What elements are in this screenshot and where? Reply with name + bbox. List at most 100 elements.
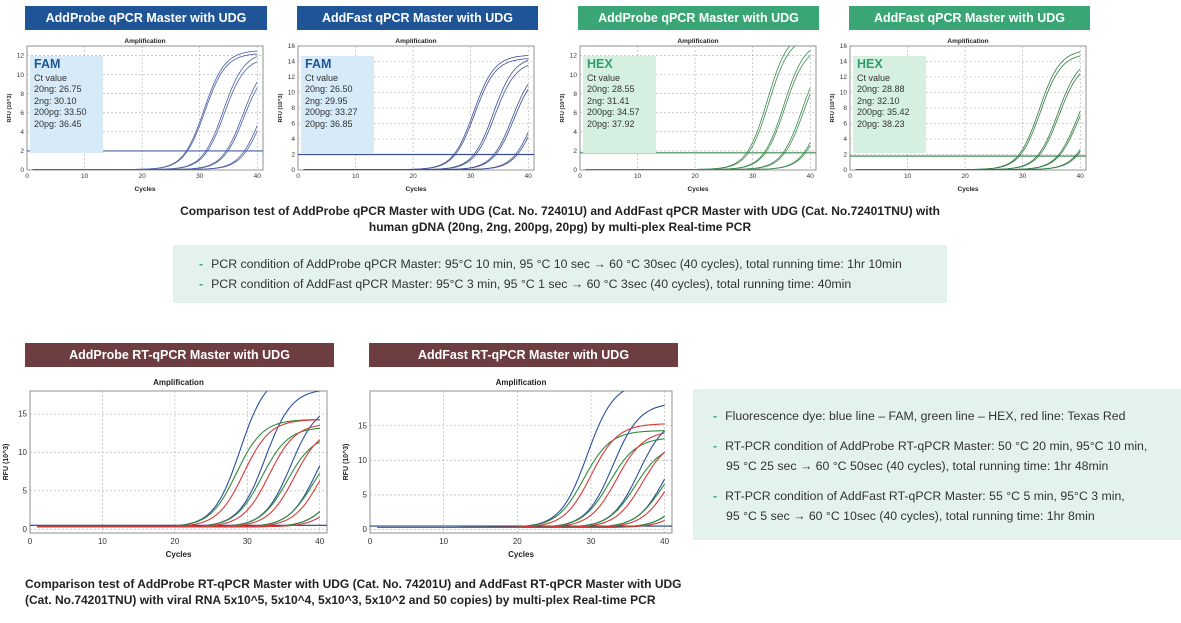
info-text: RT-PCR condition of AddFast RT-qPCR Mast… (725, 489, 1125, 503)
chart-addfast-rt: 0 10 20 30 40 0 5 10 15 Amplification Cycles RFU (1… (340, 371, 680, 571)
y-tick-label: 6 (291, 121, 295, 128)
y-tick-label: 16 (288, 43, 296, 50)
amplification-curve (303, 136, 529, 170)
top-caption: Comparison test of AddProbe qPCR Master … (100, 203, 1020, 235)
condition-item: - PCR condition of AddFast qPCR Master: 9… (199, 277, 851, 291)
x-tick-label: 30 (196, 173, 204, 180)
bullet: - (199, 257, 204, 271)
info-text: RT-PCR condition of AddProbe RT-qPCR Mas… (725, 439, 1148, 453)
x-axis-label: Cycles (135, 186, 156, 193)
ct-value: 20pg: 36.85 (305, 118, 353, 129)
chart-addprobe-hex: 0 10 20 30 40 0 2 4 6 8 10 12 Amplification Cycles RFU… (558, 34, 818, 194)
series-group (370, 391, 672, 529)
y-tick-label: 8 (291, 105, 295, 112)
y-tick-label: 0 (363, 525, 368, 534)
x-tick-label: 40 (525, 173, 533, 180)
plot-area (29, 390, 328, 534)
y-tick-label: 8 (843, 105, 847, 112)
ct-value: 2ng: 31.41 (587, 95, 630, 106)
amplification-curve (585, 145, 811, 170)
chart-title: Amplification (677, 38, 718, 45)
ct-value: 2ng: 29.95 (305, 95, 348, 106)
x-tick-label: 40 (660, 537, 669, 546)
y-tick-label: 16 (840, 43, 848, 50)
header-addfast-rt-qpcr: AddFast RT-qPCR Master with UDG (369, 343, 678, 367)
chart-title: Amplification (496, 378, 547, 387)
x-tick-label: 10 (634, 173, 642, 180)
y-tick-label: 2 (843, 152, 847, 159)
bottom-caption-line: Comparison test of AddProbe RT-qPCR Mast… (25, 577, 682, 591)
chart-title: Amplification (124, 38, 165, 45)
x-tick-label: 0 (368, 537, 373, 546)
ct-title: Ct value (587, 72, 621, 83)
ct-value: 20pg: 38.23 (857, 118, 905, 129)
y-tick-label: 8 (573, 91, 577, 98)
x-tick-label: 40 (807, 173, 815, 180)
info-item: - RT-PCR condition of AddFast RT-qPCR Mas… (713, 489, 1125, 503)
x-tick-label: 10 (98, 537, 107, 546)
y-axis-label: RFU (10^3) (7, 93, 13, 122)
x-axis-label: Cycles (958, 186, 979, 193)
x-tick-label: 20 (513, 537, 522, 546)
x-axis-label: Cycles (166, 550, 192, 559)
y-tick-label: 10 (570, 72, 578, 79)
ct-title: Ct value (857, 72, 891, 83)
header-addfast-qpcr-hex: AddFast qPCR Master with UDG (849, 6, 1090, 30)
y-tick-label: 15 (18, 410, 27, 419)
bullet: - (713, 409, 718, 423)
y-tick-label: 0 (20, 167, 24, 174)
y-tick-label: 4 (843, 136, 847, 143)
ct-title: Ct value (305, 72, 339, 83)
ct-title: Ct value (34, 72, 68, 83)
info-item: - RT-PCR condition of AddProbe RT-qPCR Ma… (713, 439, 1147, 453)
y-tick-label: 12 (288, 74, 296, 81)
amplification-curve (855, 151, 1081, 170)
chart-title: Amplification (947, 38, 988, 45)
x-tick-label: 10 (352, 173, 360, 180)
header-addprobe-qpcr-fam: AddProbe qPCR Master with UDG (25, 6, 267, 30)
y-tick-label: 4 (573, 129, 577, 136)
ct-value: 200pg: 33.50 (34, 107, 87, 117)
x-tick-label: 10 (904, 173, 912, 180)
info-text-continued: 95 °C 25 sec → 60 °C 50sec (40 cycles), … (726, 459, 1109, 473)
y-tick-label: 6 (20, 110, 24, 117)
x-tick-label: 20 (170, 537, 179, 546)
y-tick-label: 10 (17, 72, 25, 79)
ct-value: 200pg: 35.42 (857, 107, 910, 117)
y-tick-label: 2 (573, 148, 577, 155)
bullet: - (713, 489, 718, 503)
x-tick-label: 10 (81, 173, 89, 180)
x-tick-label: 0 (25, 173, 29, 180)
chart-title: Amplification (153, 378, 204, 387)
info-text: Fluorescence dye: blue line – FAM, green… (725, 409, 1126, 423)
header-addprobe-qpcr-hex: AddProbe qPCR Master with UDG (578, 6, 819, 30)
rt-pcr-info-box: - Fluorescence dye: blue line – FAM, gree… (693, 389, 1181, 540)
x-tick-label: 30 (749, 173, 757, 180)
y-tick-label: 0 (573, 167, 577, 174)
y-tick-label: 8 (20, 91, 24, 98)
y-tick-label: 0 (291, 167, 295, 174)
header-addprobe-rt-qpcr: AddProbe RT-qPCR Master with UDG (25, 343, 334, 367)
x-tick-label: 30 (467, 173, 475, 180)
y-tick-label: 2 (20, 148, 24, 155)
y-tick-label: 5 (23, 486, 28, 495)
y-tick-label: 10 (840, 90, 848, 97)
x-axis-label: Cycles (406, 186, 427, 193)
y-tick-label: 6 (843, 121, 847, 128)
chart-addfast-fam: 0 10 20 30 40 0 2 4 6 8 10 12 14 16 Amplification Cycle… (276, 34, 536, 194)
x-tick-label: 0 (28, 537, 33, 546)
y-tick-label: 12 (570, 53, 578, 60)
y-axis-label: RFU (10^3) (2, 444, 10, 481)
y-axis-label: RFU (10^3) (278, 93, 284, 122)
amplification-curve (32, 130, 258, 170)
y-tick-label: 14 (288, 59, 296, 66)
x-tick-label: 20 (692, 173, 700, 180)
y-tick-label: 15 (358, 421, 367, 430)
x-axis-label: Cycles (688, 186, 709, 193)
y-tick-label: 10 (358, 456, 367, 465)
chart-addfast-hex: 0 10 20 30 40 0 2 4 6 8 10 12 14 16 Amplification Cycle… (828, 34, 1088, 194)
ct-value-box: FAM Ct value 20ng: 26.75 2ng: 30.10 200p… (30, 56, 103, 153)
series-group (298, 55, 534, 170)
amplification-curve (377, 519, 665, 529)
x-tick-label: 30 (587, 537, 596, 546)
